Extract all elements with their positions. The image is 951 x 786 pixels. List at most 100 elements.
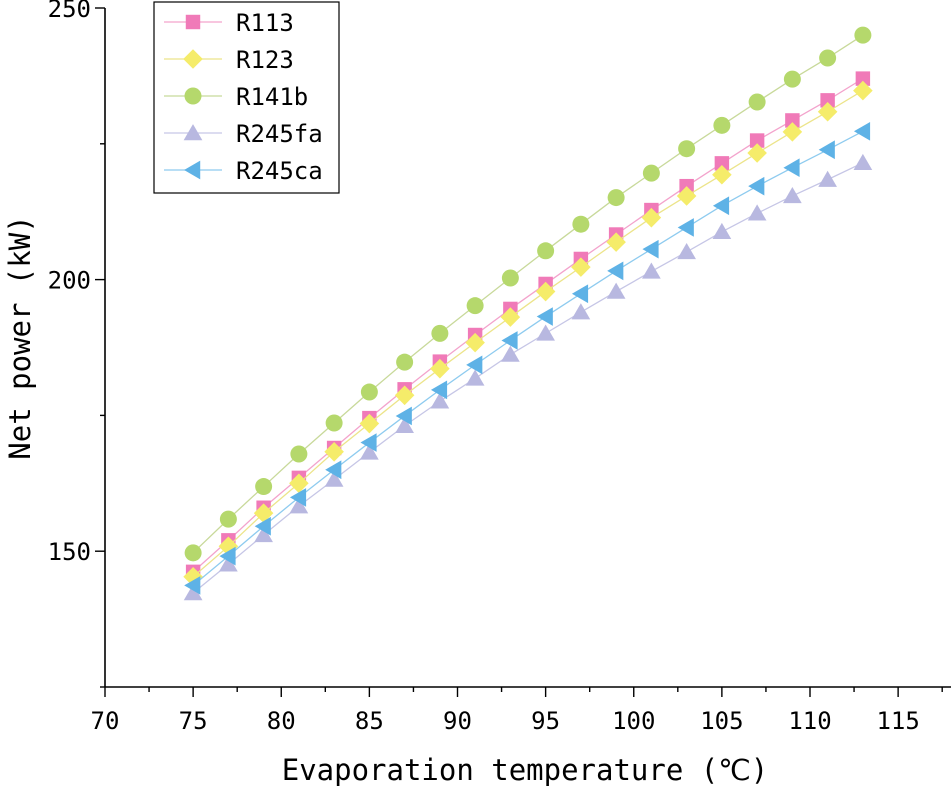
data-point (359, 413, 380, 434)
x-tick-label: 85 (355, 707, 384, 735)
data-point (607, 261, 624, 281)
data-point (537, 242, 555, 260)
data-point (501, 331, 518, 350)
legend-label: R245ca (236, 157, 323, 185)
x-tick-label: 70 (91, 707, 120, 735)
data-point (749, 133, 765, 148)
data-point (572, 215, 590, 233)
legend-item: R113 (164, 9, 294, 37)
data-point (571, 284, 589, 304)
legend-label: R123 (236, 46, 294, 74)
data-point (219, 555, 238, 572)
data-point (254, 525, 273, 543)
data-point (785, 113, 800, 128)
series-line (192, 162, 864, 594)
data-point (641, 207, 662, 228)
legend-item: R141b (164, 83, 308, 111)
data-point (536, 307, 553, 326)
data-point (712, 222, 732, 240)
data-point (747, 204, 767, 221)
data-point (255, 478, 273, 496)
data-point (642, 262, 661, 279)
legend-item: R245ca (164, 157, 323, 185)
data-point (465, 332, 485, 353)
data-point (500, 307, 521, 327)
x-tick-label: 95 (531, 707, 560, 735)
series-r141b (184, 26, 872, 562)
data-point (184, 576, 201, 595)
data-point (855, 71, 871, 86)
data-point (748, 93, 766, 111)
y-axis-title: Net power (kW) (3, 215, 37, 459)
data-point (818, 140, 835, 160)
data-point (713, 116, 731, 134)
data-point (430, 380, 448, 400)
ticks-layer: 70 75 80 85 90 95 100 105 110 115 150 200 250 (48, 0, 943, 735)
y-tick-label: 150 (48, 538, 91, 566)
data-point (325, 460, 342, 480)
data-point (360, 433, 377, 452)
series-line (192, 130, 864, 586)
data-point (324, 470, 344, 487)
x-tick-label: 75 (179, 707, 208, 735)
data-point (289, 488, 307, 507)
x-tick-label: 100 (612, 707, 655, 735)
data-point (219, 510, 237, 528)
data-point (360, 383, 378, 401)
data-point (853, 80, 873, 101)
data-point (747, 143, 767, 163)
data-point (783, 187, 802, 204)
data-point (606, 232, 626, 252)
y-tick-label: 250 (48, 0, 91, 23)
data-point (396, 353, 414, 371)
data-point (465, 369, 485, 386)
data-point (642, 164, 660, 182)
data-point (395, 406, 412, 426)
data-point (183, 584, 203, 601)
data-point (289, 497, 309, 514)
data-point (642, 239, 659, 259)
data-point (219, 546, 236, 566)
data-point (466, 355, 483, 375)
data-point (677, 242, 696, 260)
data-point (430, 392, 450, 409)
data-point (254, 516, 271, 536)
data-point (289, 473, 309, 494)
data-point (783, 70, 801, 88)
data-point (676, 186, 697, 206)
data-point (783, 158, 800, 178)
data-point (854, 26, 872, 44)
data-point (853, 153, 873, 171)
legend-marker (183, 124, 203, 141)
data-point (394, 385, 415, 406)
data-point (325, 414, 343, 432)
data-point (712, 196, 730, 216)
data-point (817, 101, 838, 122)
data-point (606, 282, 626, 299)
data-point (395, 416, 414, 433)
x-axis-title: Evaporation temperature (℃) (282, 753, 769, 786)
data-point (853, 121, 871, 141)
legend: R113 R123 R141b R245fa R245ca (153, 1, 340, 194)
y-tick-label: 200 (48, 267, 91, 295)
data-point (782, 122, 803, 142)
legend-item: R245fa (164, 120, 323, 148)
data-point (748, 176, 765, 196)
data-point (712, 164, 732, 185)
data-point (677, 218, 694, 237)
data-point (607, 189, 625, 207)
data-point (571, 257, 591, 277)
data-point (819, 49, 837, 67)
data-point (253, 503, 274, 523)
data-point (536, 324, 555, 341)
legend-marker (185, 14, 201, 30)
data-point (501, 269, 519, 287)
data-point (535, 281, 556, 302)
legend-marker (184, 87, 202, 105)
data-point (820, 93, 835, 108)
series-r245ca (184, 121, 871, 595)
x-tick-label: 115 (876, 707, 919, 735)
data-point (466, 297, 484, 315)
x-tick-label: 90 (443, 707, 472, 735)
legend-label: R141b (236, 83, 308, 111)
